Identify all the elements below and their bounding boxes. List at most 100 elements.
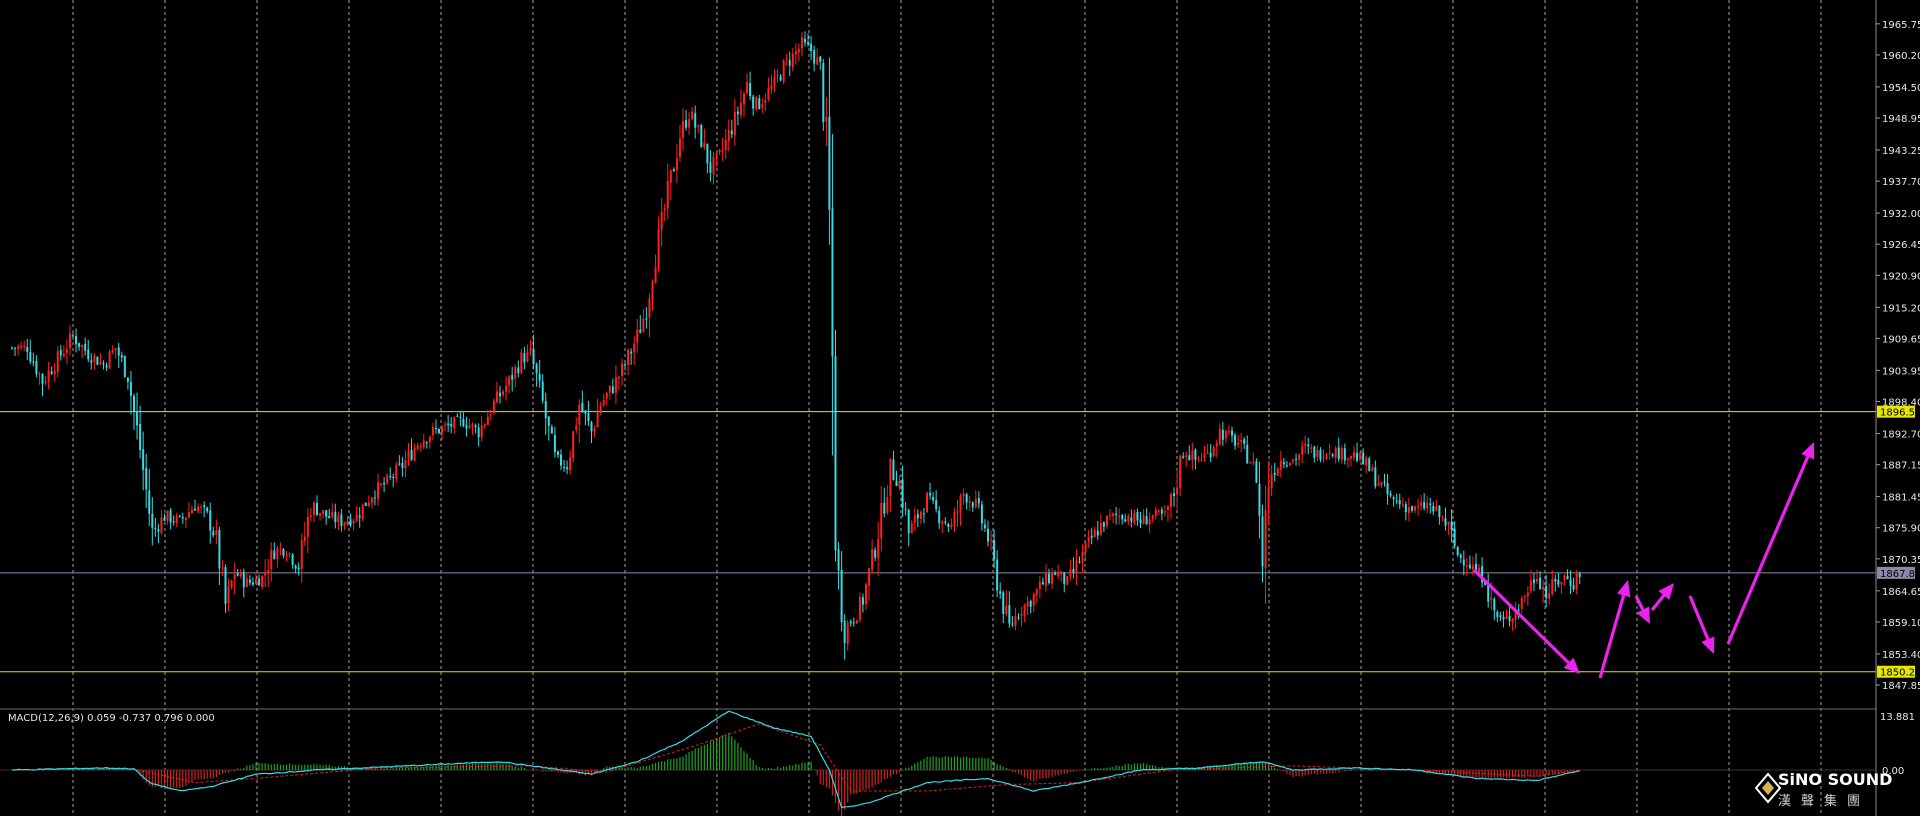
candle-body xyxy=(236,573,239,576)
candle-body xyxy=(133,396,135,412)
horizontal-price-lines xyxy=(0,411,1876,673)
candle-body xyxy=(312,502,315,515)
macd-zero-label: 0.00 xyxy=(1882,766,1904,777)
candle-body xyxy=(1478,567,1481,574)
candle-body xyxy=(215,530,218,535)
candle-body xyxy=(1215,442,1218,447)
candle-body xyxy=(1529,580,1532,591)
candle-body xyxy=(758,98,761,109)
candle-body xyxy=(1105,515,1108,526)
candle-body xyxy=(901,479,904,509)
candle-body xyxy=(422,440,425,448)
candle-body xyxy=(1298,454,1301,460)
candle-body xyxy=(1127,515,1130,522)
candle-body xyxy=(1057,572,1060,576)
annotation-arrow-shaft xyxy=(1688,595,1710,640)
candle-body xyxy=(386,475,389,484)
candle-body xyxy=(846,622,849,645)
candle-body xyxy=(1532,579,1535,584)
annotation-arrow-head xyxy=(1658,583,1674,600)
candle-body xyxy=(712,157,715,175)
candle-body xyxy=(1060,571,1063,575)
candle-body xyxy=(129,382,132,396)
candle-body xyxy=(861,597,864,605)
candle-body xyxy=(1523,596,1526,598)
candle-body xyxy=(1109,515,1111,517)
candle-body xyxy=(1499,615,1502,618)
candle-body xyxy=(834,356,837,551)
candle-body xyxy=(929,493,932,496)
candle-body xyxy=(1438,506,1441,517)
candle-body xyxy=(355,514,358,521)
candle-body xyxy=(1496,611,1499,617)
candle-body xyxy=(1548,593,1551,599)
candle-body xyxy=(206,507,209,512)
candle-body xyxy=(447,423,450,426)
macd-signal-line xyxy=(12,723,1580,792)
candle-body xyxy=(227,586,230,603)
price-tick-label: 1875.90 xyxy=(1882,524,1920,535)
candle-body xyxy=(898,480,901,488)
price-tick-label: 1937.70 xyxy=(1882,177,1920,188)
candle-body xyxy=(413,448,416,460)
candle-body xyxy=(718,150,721,153)
candle-body xyxy=(105,365,108,368)
candle-body xyxy=(1392,497,1395,500)
candle-body xyxy=(1273,472,1276,475)
candle-body xyxy=(785,59,788,61)
candle-body xyxy=(983,524,986,529)
candle-body xyxy=(907,510,910,534)
candle-body xyxy=(495,391,498,403)
candle-body xyxy=(675,158,678,171)
candle-body xyxy=(50,371,53,375)
candle-body xyxy=(953,512,956,526)
candle-body xyxy=(1316,450,1319,457)
candle-body xyxy=(980,504,983,524)
candle-body xyxy=(1536,579,1538,582)
candle-body xyxy=(657,228,660,269)
candle-body xyxy=(581,402,584,412)
candle-body xyxy=(389,476,392,478)
candle-body xyxy=(157,528,160,532)
candle-body xyxy=(23,345,26,347)
candle-body xyxy=(572,431,575,459)
candle-body xyxy=(224,567,227,604)
candle-body xyxy=(578,404,581,425)
candle-body xyxy=(560,454,562,466)
candle-body xyxy=(1526,592,1529,597)
candle-body xyxy=(1356,452,1359,461)
candle-body xyxy=(624,364,627,366)
candle-body xyxy=(251,582,254,585)
candle-body xyxy=(678,138,681,158)
candle-body xyxy=(709,162,712,174)
candle-body xyxy=(605,392,608,399)
candle-body xyxy=(599,405,602,413)
candle-body xyxy=(1295,458,1298,460)
candle-body xyxy=(1435,506,1438,511)
candle-body xyxy=(514,366,517,379)
candle-body xyxy=(453,417,456,429)
candle-body xyxy=(935,500,938,510)
candle-body xyxy=(444,424,447,426)
candle-body xyxy=(337,515,340,523)
candle-body xyxy=(569,457,572,470)
candle-body xyxy=(990,539,993,541)
candle-body xyxy=(1093,529,1096,538)
candle-body xyxy=(1224,430,1227,439)
candle-body xyxy=(1371,467,1374,471)
candle-body xyxy=(1566,575,1569,580)
candle-body xyxy=(749,83,752,97)
candle-body xyxy=(520,352,523,373)
candle-body xyxy=(1130,517,1133,522)
candle-body xyxy=(194,508,196,511)
candle-body xyxy=(1194,449,1197,460)
candle-body xyxy=(1160,509,1163,514)
price-level-tag xyxy=(1877,566,1915,579)
candle-body xyxy=(617,376,620,379)
candle-body xyxy=(1005,606,1008,615)
candle-body xyxy=(904,508,907,510)
candle-body xyxy=(566,466,569,470)
candle-body xyxy=(120,355,123,358)
candle-body xyxy=(871,549,874,570)
candle-body xyxy=(773,76,776,86)
